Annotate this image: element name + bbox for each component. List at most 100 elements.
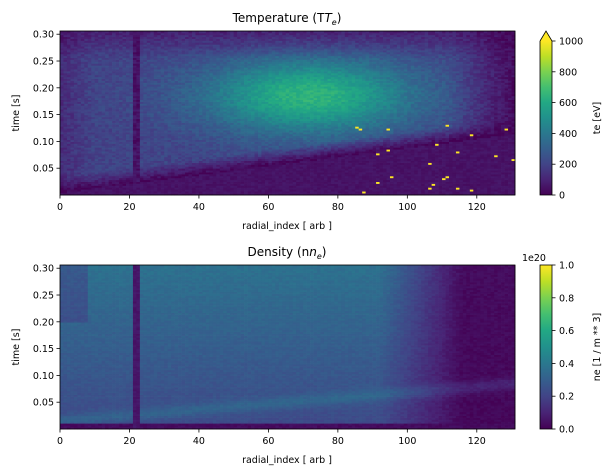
heatmap-cell — [94, 141, 99, 144]
heatmap-cell — [98, 172, 103, 175]
heatmap-cell — [91, 172, 96, 175]
heatmap-cell — [70, 160, 75, 163]
heatmap-cell — [60, 162, 64, 165]
heatmap-cell — [80, 177, 85, 181]
heatmap-cell — [80, 42, 85, 45]
heatmap-cell — [84, 172, 89, 175]
heatmap-cell — [80, 51, 85, 55]
heatmap-cell — [63, 126, 68, 129]
heatmap-cell — [101, 183, 106, 186]
heatmap-cell — [98, 65, 103, 68]
heatmap-cell — [80, 116, 85, 120]
heatmap-cell — [60, 31, 64, 34]
heatmap-cell — [80, 72, 85, 76]
heatmap-cell — [63, 149, 68, 152]
heatmap-cell — [60, 166, 64, 169]
heatmap-cell — [84, 31, 89, 34]
heatmap-cell — [105, 183, 109, 186]
heatmap-cell — [80, 44, 85, 47]
heatmap-cell — [98, 59, 103, 62]
heatmap-cell — [63, 44, 68, 47]
heatmap-cell — [66, 44, 71, 47]
heatmap-cell — [70, 31, 75, 34]
heatmap-cell — [66, 113, 71, 116]
heatmap-cell — [101, 111, 106, 114]
heatmap-cell — [60, 82, 64, 85]
heatmap-cell — [91, 67, 96, 70]
heatmap-cell — [105, 82, 109, 85]
heatmap-cell — [112, 183, 116, 186]
heatmap-cell — [91, 116, 96, 120]
heatmap-cell — [80, 158, 85, 162]
heatmap-cell — [84, 170, 89, 173]
heatmap-cell — [66, 55, 71, 59]
heatmap-cell — [84, 145, 89, 148]
heatmap-cell — [101, 99, 106, 102]
heatmap-cell — [94, 84, 99, 87]
heatmap-cell — [108, 59, 113, 62]
heatmap-cell — [66, 158, 71, 162]
heatmap-cell — [98, 124, 103, 127]
heatmap-cell — [70, 82, 75, 85]
heatmap-cell — [91, 126, 96, 129]
heatmap-cell — [70, 175, 75, 179]
heatmap-cell — [84, 105, 89, 108]
heatmap-cell — [73, 38, 78, 41]
heatmap-cell — [94, 118, 99, 121]
heatmap-cell — [77, 107, 82, 110]
heatmap-cell — [77, 111, 82, 114]
heatmap-cell — [84, 71, 89, 74]
heatmap-cell — [60, 65, 64, 68]
heatmap-cell — [105, 107, 109, 110]
heatmap-cell — [63, 189, 68, 192]
heatmap-cell — [112, 72, 116, 76]
heatmap-cell — [73, 177, 78, 181]
heatmap-cell — [105, 63, 109, 66]
heatmap-cell — [60, 93, 64, 97]
heatmap-cell — [98, 107, 103, 110]
heatmap-cell — [94, 151, 99, 154]
heatmap-cell — [84, 101, 89, 104]
heatmap-cell — [77, 189, 82, 192]
heatmap-cell — [70, 133, 75, 137]
heatmap-cell — [91, 46, 96, 49]
heatmap-cell — [91, 95, 96, 99]
heatmap-cell — [77, 137, 82, 141]
heatmap-cell — [105, 189, 109, 192]
heatmap-cell — [91, 53, 96, 57]
heatmap-cell — [105, 118, 109, 121]
heatmap-cell — [98, 97, 103, 100]
heatmap-cell — [105, 86, 109, 89]
heatmap-cell — [84, 93, 89, 97]
heatmap-cell — [73, 51, 78, 55]
heatmap-cell — [94, 93, 99, 97]
heatmap-cell — [108, 101, 113, 104]
heatmap-cell — [108, 189, 113, 192]
heatmap-cell — [70, 181, 75, 184]
heatmap-cell — [77, 92, 82, 95]
heatmap-cell — [87, 59, 92, 62]
heatmap-cell — [94, 189, 99, 192]
heatmap-cell — [94, 69, 99, 72]
heatmap-cell — [60, 143, 64, 146]
heatmap-cell — [98, 183, 103, 186]
heatmap-cell — [80, 95, 85, 99]
heatmap-cell — [66, 53, 71, 57]
heatmap-cell — [77, 174, 82, 177]
heatmap-cell — [84, 107, 89, 110]
heatmap-cell — [94, 105, 99, 108]
heatmap-cell — [60, 156, 64, 160]
heatmap-cell — [60, 101, 64, 104]
heatmap-cell — [91, 156, 96, 160]
heatmap-cell — [73, 162, 78, 165]
heatmap-cell — [91, 57, 96, 60]
heatmap-cell — [73, 90, 78, 93]
heatmap-cell — [112, 187, 116, 190]
heatmap-cell — [98, 36, 103, 39]
heatmap-cell — [91, 179, 96, 182]
heatmap-cell — [60, 32, 64, 36]
heatmap-cell — [108, 191, 113, 194]
heatmap-cell — [73, 36, 78, 39]
heatmap-cell — [77, 158, 82, 162]
heatmap-cell — [80, 185, 85, 188]
